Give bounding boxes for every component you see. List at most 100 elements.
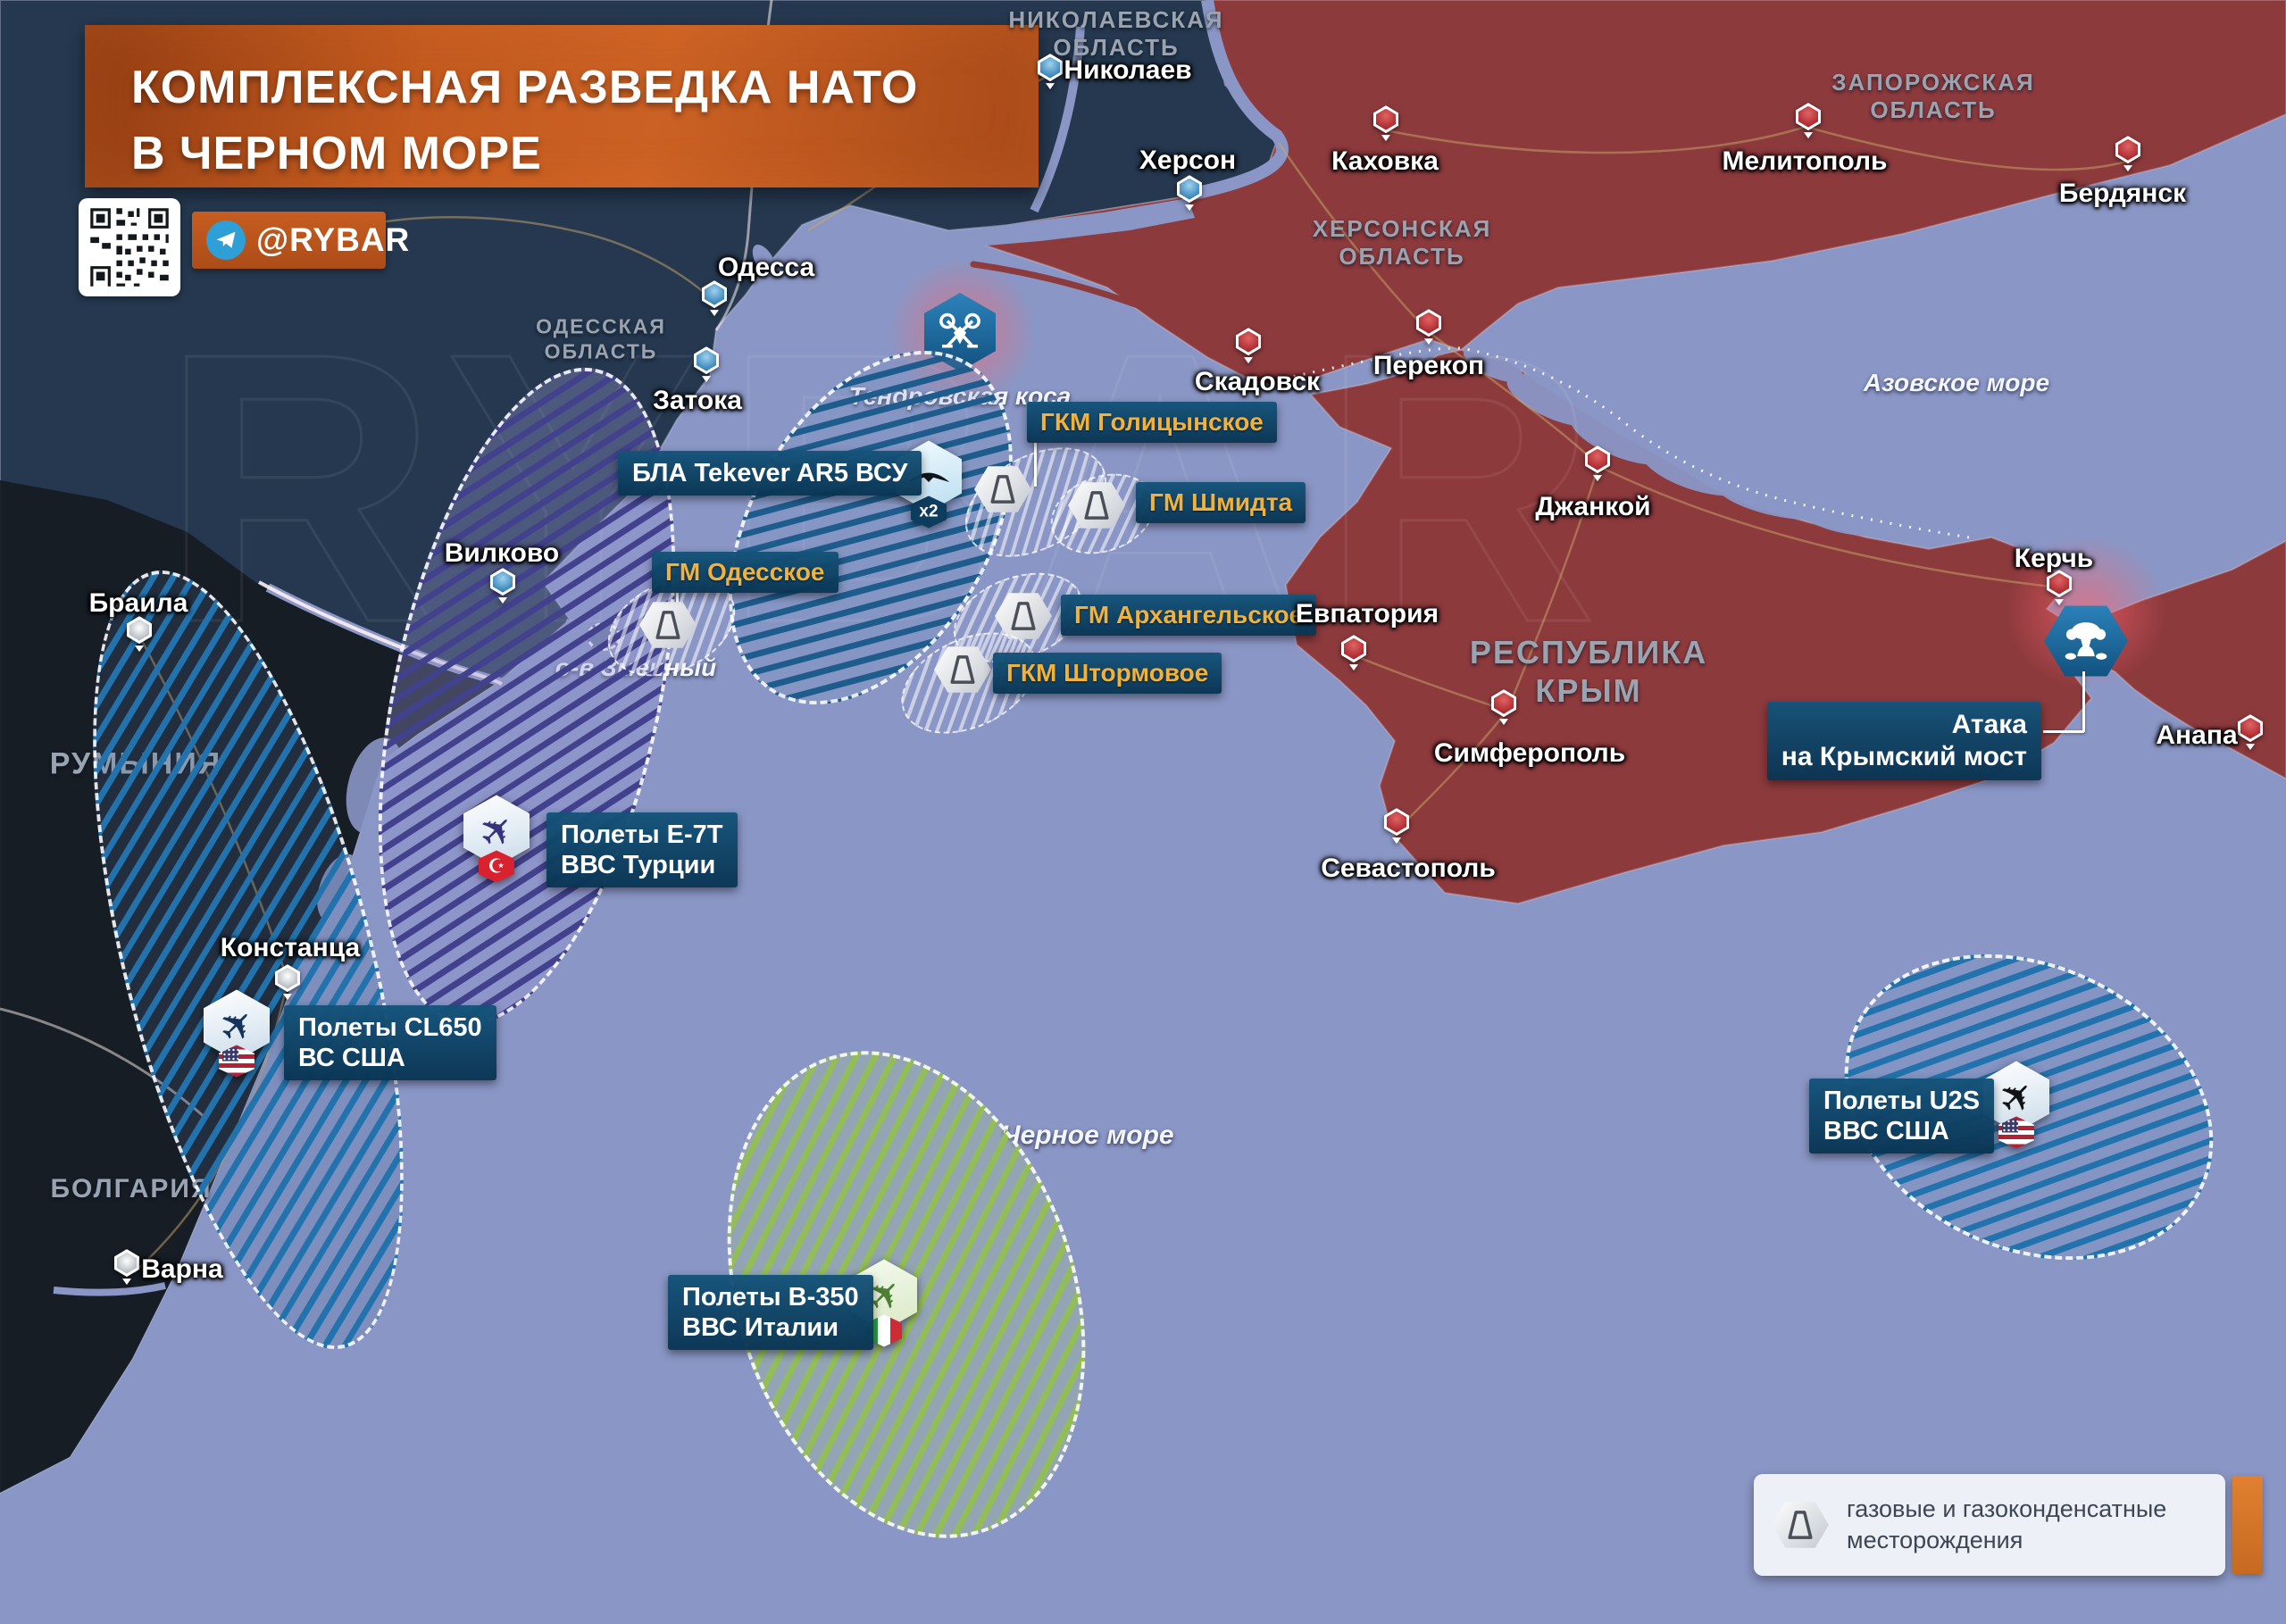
- city-label-мелитополь: Мелитополь: [1722, 146, 1888, 176]
- plane-icon: ✈: [207, 996, 266, 1054]
- region-label: РЕСПУБЛИКА КРЫМ: [1469, 633, 1708, 709]
- city-label-евпатория: Евпатория: [1295, 599, 1439, 629]
- city-label-каховка: Каховка: [1331, 146, 1439, 176]
- flight-zone-label-u2s-usa: Полеты U2S ВВС США: [1809, 1079, 1995, 1154]
- gas-field-label-гм-архангельское: ГМ Архангельское: [1061, 595, 1317, 636]
- flight-zone-label-b350-italy: Полеты B-350 ВВС Италии: [668, 1275, 873, 1351]
- varna-lakes: [53, 1282, 166, 1296]
- city-pin-варна: [112, 1249, 142, 1287]
- telegram-icon: [206, 221, 246, 260]
- gas-field-label-гм-шмидта: ГМ Шмидта: [1136, 482, 1306, 523]
- city-pin-мелитополь: [1793, 103, 1823, 140]
- pin-tip: [702, 376, 711, 383]
- attack-label-line2: на Крымский мост: [1781, 742, 2027, 771]
- page-title: КОМПЛЕКСНАЯ РАЗВЕДКА НАТО: [131, 62, 919, 113]
- pin-core: [1376, 108, 1396, 130]
- city-label-браила: Браила: [88, 588, 188, 618]
- dnieper-estuary: [948, 198, 1195, 248]
- legend-line2: месторождения: [1847, 1527, 2023, 1553]
- legend-text: газовые и газоконденсатные месторождения: [1847, 1494, 2166, 1556]
- pin-tip: [1593, 475, 1602, 482]
- pin-tip: [122, 1278, 131, 1286]
- lake: [752, 244, 777, 278]
- city-pin-евпатория: [1339, 635, 1369, 672]
- city-pin-констанца: [272, 964, 303, 1002]
- land-red-north: [975, 0, 2286, 387]
- gas-field-label-гкм-голицынское: ГКМ Голицынское: [1027, 402, 1277, 443]
- explosion-icon: [2044, 605, 2128, 677]
- city-pin-перекоп: [1414, 309, 1444, 346]
- pin-core: [2049, 572, 2069, 595]
- sea-label: Черное море: [1001, 1120, 1174, 1150]
- pin-core: [1419, 312, 1439, 334]
- city-label-констанца: Констанца: [220, 933, 361, 962]
- city-pin-каховка: [1371, 105, 1401, 143]
- pin-tip: [1804, 132, 1813, 139]
- pin-core: [1040, 56, 1060, 79]
- telegram-banner[interactable]: @RYBAR: [192, 212, 409, 269]
- region-label: ХЕРСОНСКАЯ ОБЛАСТЬ: [1312, 214, 1492, 270]
- pin-core: [1588, 448, 1607, 471]
- mushroom-cloud-icon: [2065, 622, 2107, 660]
- plane-icon: ✈: [467, 802, 526, 860]
- city-pin-бердянск: [2113, 136, 2143, 173]
- city-label-анапа: Анапа: [2156, 720, 2238, 750]
- quadcopter-icon: [939, 312, 980, 348]
- pin-core: [1344, 637, 1364, 660]
- city-label-николаев: Николаев: [1064, 55, 1192, 85]
- qr-pattern: [90, 208, 169, 333]
- region-label: ОДЕССКАЯ ОБЛАСТЬ: [536, 314, 666, 362]
- plane-icon: ✈: [1987, 1068, 2046, 1126]
- city-pin-николаев: [1035, 54, 1065, 91]
- pin-core: [1180, 178, 1199, 200]
- flight-zone-label-e7t-turkey: Полеты E-7T ВВС Турции: [546, 812, 738, 888]
- city-pin-анапа: [2235, 714, 2265, 752]
- city-pin-джанкой: [1582, 446, 1613, 483]
- city-label-севастополь: Севастополь: [1321, 854, 1496, 883]
- city-pin-одесса: [699, 280, 730, 318]
- city-label-симферополь: Симферополь: [1433, 738, 1626, 768]
- city-pin-затока: [691, 346, 722, 384]
- pin-core: [2118, 138, 2138, 161]
- pin-tip: [283, 994, 292, 1001]
- pin-tip: [710, 310, 719, 317]
- pin-core: [705, 283, 724, 305]
- city-label-джанкой: Джанкой: [1535, 492, 1651, 521]
- city-pin-симферополь: [1489, 689, 1519, 727]
- pin-core: [129, 619, 149, 641]
- pin-core: [278, 967, 297, 989]
- attack-connector-h: [2043, 730, 2084, 733]
- city-pin-херсон: [1174, 175, 1205, 212]
- pin-tip: [2055, 599, 2064, 606]
- city-label-керчь: Керчь: [2014, 544, 2094, 573]
- pin-tip: [2246, 744, 2255, 751]
- flight-zone-label-tekever-ar5: БЛА Tekever AR5 ВСУ: [618, 451, 922, 496]
- gas-rig-icon: [934, 646, 991, 693]
- qr-code[interactable]: [79, 198, 180, 333]
- pin-core: [1239, 330, 1258, 353]
- sea-label: Азовское море: [1863, 369, 2050, 396]
- city-label-скадовск: Скадовск: [1194, 367, 1321, 396]
- legend-accent-bar: [2232, 1476, 2263, 1574]
- pin-tip: [498, 597, 507, 604]
- gas-rig-icon: [1772, 1502, 1829, 1548]
- pin-tip: [1244, 357, 1253, 364]
- region-label: НИКОЛАЕВСКАЯ ОБЛАСТЬ: [1008, 5, 1224, 61]
- dniester-liman: [716, 335, 752, 412]
- city-pin-вилково: [488, 568, 518, 605]
- gas-rig-icon: [995, 593, 1052, 639]
- attack-label-line1: Атака: [1951, 710, 2027, 739]
- city-pin-севастополь: [1381, 808, 1412, 845]
- pin-tip: [1499, 719, 1508, 726]
- pin-tip: [1392, 837, 1401, 845]
- pin-tip: [1046, 83, 1055, 90]
- gas-field-label-гкм-штормовое: ГКМ Штормовое: [993, 653, 1222, 694]
- aircraft-badge-e7t-turkey: ✈ ☪: [463, 795, 530, 895]
- gas-rig-icon: [1068, 482, 1125, 529]
- city-label-херсон: Херсон: [1139, 146, 1237, 175]
- region-label: ЗАПОРОЖСКАЯ ОБЛАСТЬ: [1831, 68, 2035, 123]
- attack-connector-v: [2082, 671, 2085, 732]
- pin-tip: [1424, 338, 1433, 346]
- pin-tip: [2123, 165, 2132, 172]
